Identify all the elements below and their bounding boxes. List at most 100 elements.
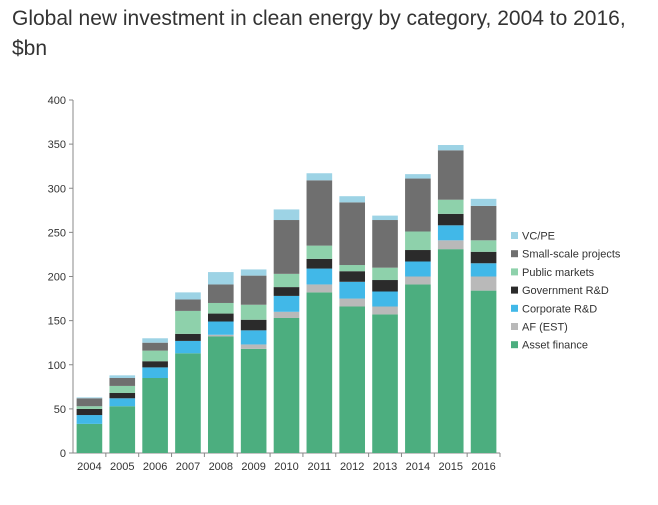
bar-segment xyxy=(405,261,431,277)
bar-segment xyxy=(109,398,136,407)
bar-segment xyxy=(437,225,464,241)
bar-segment xyxy=(372,280,398,292)
x-tick-label: 2009 xyxy=(241,461,265,473)
bar-segment xyxy=(339,298,366,307)
bar-segment xyxy=(405,174,431,179)
y-tick-label: 300 xyxy=(48,183,66,195)
bar-segment xyxy=(470,290,497,453)
bar-segment xyxy=(207,334,234,337)
legend-swatch xyxy=(511,286,518,294)
bar-segment xyxy=(470,263,497,277)
bar-segment xyxy=(470,251,497,264)
bar-segment xyxy=(437,150,464,200)
bar-segment xyxy=(207,321,234,335)
bar-segment xyxy=(470,276,497,291)
x-tick-label: 2007 xyxy=(176,461,200,473)
bar-segment xyxy=(109,375,136,378)
bar-segment xyxy=(405,250,431,262)
bar-segment xyxy=(437,249,464,453)
x-tick-label: 2014 xyxy=(406,461,430,473)
y-tick-label: 200 xyxy=(48,272,66,284)
bar-segment xyxy=(207,302,234,314)
y-tick-label: 100 xyxy=(48,360,66,372)
x-tick-label: 2012 xyxy=(340,461,364,473)
legend-label: Public markets xyxy=(522,267,595,279)
bar-segment xyxy=(76,398,103,407)
bar-segment xyxy=(372,220,398,268)
bar-segment xyxy=(306,292,333,453)
bar-segment xyxy=(273,273,300,288)
bar-segment xyxy=(405,284,431,453)
bar-segment xyxy=(306,180,333,246)
bar-segment xyxy=(273,295,300,312)
x-tick-label: 2008 xyxy=(209,461,233,473)
bar-segment xyxy=(76,397,103,399)
bar-segment xyxy=(306,268,333,285)
legend-label: Corporate R&D xyxy=(522,303,597,315)
bar-segment xyxy=(372,291,398,307)
x-tick-label: 2016 xyxy=(471,461,495,473)
bar-segment xyxy=(372,314,398,453)
bar-segment xyxy=(339,306,366,453)
x-tick-label: 2011 xyxy=(308,461,332,473)
bar-segment xyxy=(76,408,103,416)
legend-label: Small-scale projects xyxy=(522,249,621,261)
bar-segment xyxy=(339,202,366,266)
bar-segment xyxy=(273,311,300,318)
bar-segment xyxy=(437,199,464,214)
legend-label: AF (EST) xyxy=(522,322,568,334)
bar-segment xyxy=(109,377,136,386)
chart-title: Global new investment in clean energy by… xyxy=(12,7,626,60)
bar-segment xyxy=(273,220,300,274)
bar-segment xyxy=(339,271,366,282)
legend-swatch xyxy=(511,232,518,239)
y-tick-label: 400 xyxy=(48,95,66,107)
x-tick-label: 2004 xyxy=(77,461,101,473)
bar-segment xyxy=(470,198,497,206)
legend-swatch xyxy=(511,250,518,258)
legend-label: Government R&D xyxy=(522,285,609,297)
x-tick-label: 2006 xyxy=(143,461,167,473)
x-tick-label: 2015 xyxy=(438,461,462,473)
bar-segment xyxy=(240,269,267,276)
bar-segment xyxy=(306,245,333,259)
bar-segment xyxy=(142,342,168,351)
bar-segment xyxy=(240,319,267,331)
bar-segment xyxy=(240,348,267,453)
bar-segment xyxy=(175,292,201,300)
bar-segment xyxy=(109,406,136,453)
bar-segment xyxy=(339,265,366,272)
bar-segment xyxy=(405,178,431,232)
bar-segment xyxy=(76,406,103,409)
bar-segment xyxy=(109,392,136,399)
bar-segment xyxy=(207,336,234,453)
bar-segment xyxy=(142,350,168,362)
x-tick-label: 2010 xyxy=(274,461,298,473)
bar-segment xyxy=(76,415,103,424)
bar-segment xyxy=(437,213,464,226)
y-tick-label: 50 xyxy=(54,404,66,416)
x-tick-label: 2013 xyxy=(373,461,397,473)
bar-segment xyxy=(207,284,234,303)
bar-segment xyxy=(273,287,300,296)
bar-segment xyxy=(240,304,267,320)
bar-segment xyxy=(372,215,398,221)
bar-segment xyxy=(470,240,497,252)
bar-segment xyxy=(372,267,398,281)
bar-segment xyxy=(339,281,366,299)
legend-swatch xyxy=(511,304,518,312)
bar-segment xyxy=(306,258,333,269)
bar-segment xyxy=(273,317,300,453)
legend-label: Asset finance xyxy=(522,340,588,352)
bar-segment xyxy=(142,338,168,343)
bar-segment xyxy=(109,385,136,393)
bar-segment xyxy=(207,313,234,322)
legend-swatch xyxy=(511,341,518,349)
bar-segment xyxy=(306,284,333,293)
y-tick-label: 0 xyxy=(60,448,66,460)
bar-segment xyxy=(240,344,267,349)
bar-segment xyxy=(142,377,168,453)
x-tick-label: 2005 xyxy=(110,461,134,473)
bar-segment xyxy=(470,205,497,241)
bar-segment xyxy=(142,367,168,378)
